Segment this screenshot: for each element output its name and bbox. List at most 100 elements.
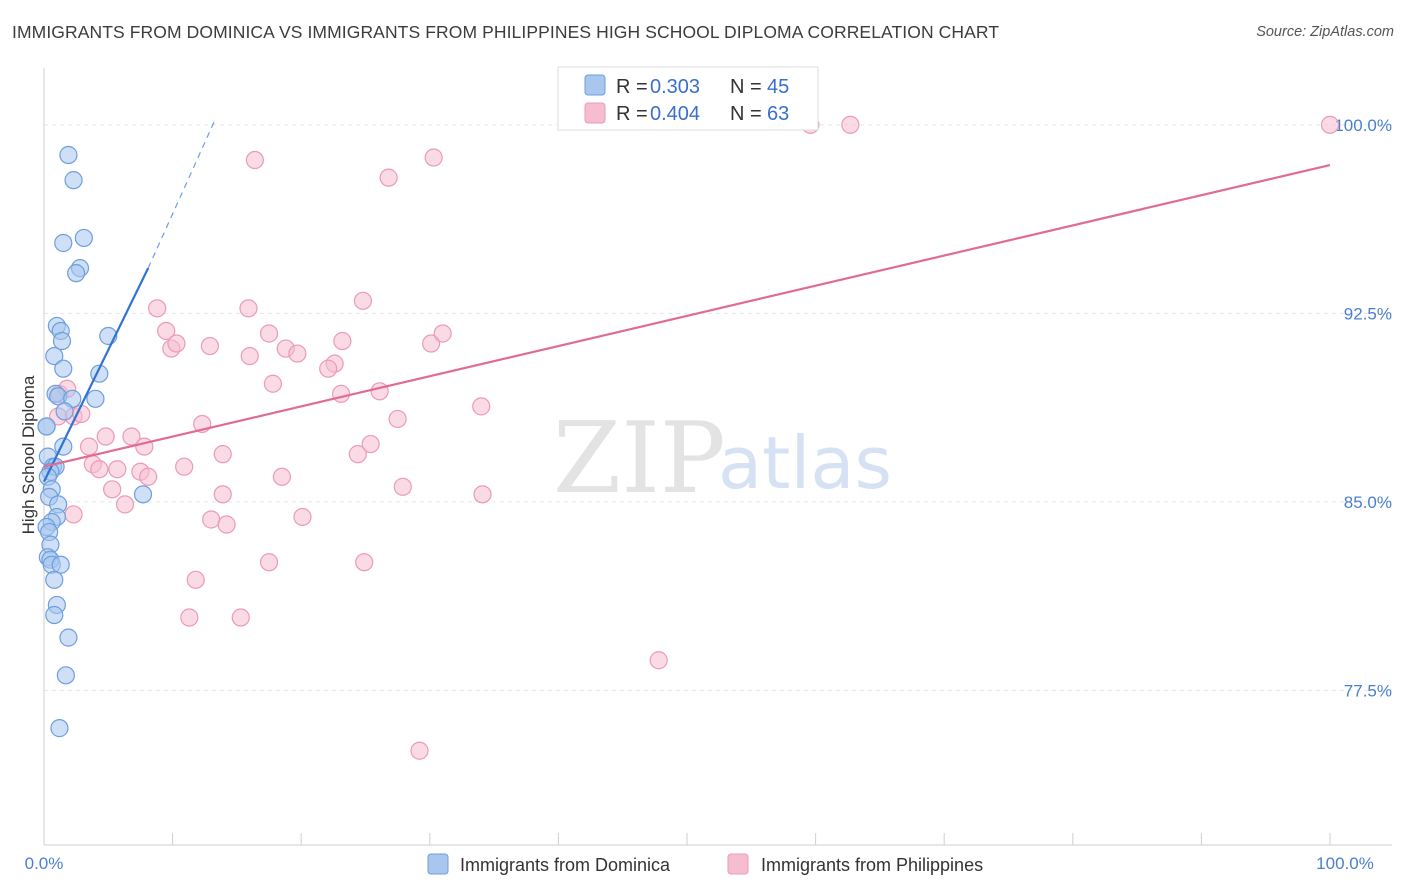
x-tick-label-max: 100.0% <box>1316 854 1374 873</box>
philippines-point-1 <box>424 148 443 167</box>
philippines-point-12 <box>200 336 219 356</box>
philippines-point-41 <box>90 460 109 479</box>
dominica-point-5 <box>67 264 86 283</box>
series-legend-swatch-philippines <box>727 853 749 875</box>
source-credit: Source: ZipAtlas.com <box>1256 24 1394 40</box>
dominica-point-11 <box>54 359 73 378</box>
philippines-point-26 <box>388 409 407 429</box>
gridlines <box>44 124 1392 691</box>
dominica-point-10 <box>45 347 64 366</box>
philippines-point-61 <box>649 651 668 670</box>
philippines-point-6 <box>353 291 373 310</box>
dominica-point-15 <box>86 389 105 408</box>
dominica-point-1 <box>64 171 83 190</box>
philippines-point-60 <box>231 608 250 627</box>
dominica-point-26 <box>133 485 153 504</box>
trend-lines <box>43 119 1331 483</box>
watermark-atlas: atlas <box>718 421 892 505</box>
philippines-point-36 <box>135 437 154 456</box>
philippines-point-13 <box>259 324 279 343</box>
series-dominica-points <box>37 145 153 738</box>
philippines-point-37 <box>361 434 380 454</box>
philippines-point-62 <box>410 741 429 760</box>
philippines-point-11 <box>167 334 186 353</box>
dominica-point-38 <box>45 570 64 589</box>
philippines-point-46 <box>272 467 292 486</box>
series-legend-label-philippines: Immigrants from Philippines <box>761 855 983 875</box>
philippines-point-44 <box>175 457 194 476</box>
stats-legend: R = 0.303 N = 45 R = 0.404 N = 63 <box>557 66 819 131</box>
dominica-point-40 <box>45 605 64 625</box>
trend-line-philippines <box>43 163 1331 468</box>
philippines-point-22 <box>263 374 283 393</box>
philippines-point-4 <box>841 115 860 134</box>
dominica-point-43 <box>50 719 69 738</box>
stats-legend-swatch-dominica <box>584 74 606 96</box>
philippines-point-57 <box>355 553 374 572</box>
philippines-point-59 <box>180 608 199 627</box>
philippines-point-5 <box>1320 115 1340 134</box>
philippines-point-23 <box>331 384 351 403</box>
philippines-point-55 <box>293 507 312 527</box>
dominica-point-17 <box>55 402 74 421</box>
dominica-point-3 <box>54 233 73 253</box>
trend-line-dominica <box>43 267 150 483</box>
stats-legend-r-label-dominica: R = <box>616 76 648 98</box>
philippines-point-15 <box>240 347 259 366</box>
philippines-point-18 <box>319 359 338 378</box>
y-tick-label-3: 100.0% <box>1334 116 1392 135</box>
stats-legend-r-philippines: 0.404 <box>650 103 700 125</box>
y-tick-label-0: 77.5% <box>1344 681 1392 700</box>
stats-legend-n-label-philippines: N = <box>730 103 762 125</box>
stats-legend-r-label-philippines: R = <box>616 103 648 125</box>
philippines-point-8 <box>239 299 258 318</box>
philippines-point-24 <box>370 382 389 401</box>
y-tick-labels: 77.5% 85.0% 92.5% 100.0% <box>1334 116 1392 701</box>
philippines-point-48 <box>103 480 122 499</box>
trend-line-dominica-extension <box>147 119 216 269</box>
philippines-point-39 <box>213 445 232 464</box>
philippines-point-2 <box>379 168 398 187</box>
series-legend-label-dominica: Immigrants from Dominica <box>460 855 671 875</box>
philippines-point-34 <box>122 427 141 446</box>
x-tick-label-min: 0.0% <box>25 854 64 873</box>
philippines-point-38 <box>348 445 367 464</box>
stats-legend-n-philippines: 63 <box>767 103 789 125</box>
philippines-point-19 <box>421 334 441 353</box>
philippines-point-20 <box>433 324 452 343</box>
dominica-point-0 <box>59 145 78 165</box>
y-axis-label: High School Diploma <box>19 375 38 534</box>
philippines-point-52 <box>115 495 135 514</box>
series-legend: Immigrants from Dominica Immigrants from… <box>427 853 983 875</box>
y-tick-label-2: 92.5% <box>1344 304 1392 323</box>
philippines-point-50 <box>473 485 492 504</box>
stats-legend-n-label-dominica: N = <box>730 76 762 98</box>
stats-legend-swatch-philippines <box>584 102 606 124</box>
philippines-point-21 <box>333 331 352 351</box>
philippines-point-35 <box>79 437 99 456</box>
stats-legend-n-dominica: 45 <box>767 76 789 98</box>
dominica-point-37 <box>51 555 70 574</box>
x-ticks <box>43 833 1331 845</box>
philippines-point-25 <box>472 397 491 416</box>
series-legend-swatch-dominica <box>427 853 449 875</box>
philippines-point-51 <box>64 505 83 524</box>
chart-title: IMMIGRANTS FROM DOMINICA VS IMMIGRANTS F… <box>12 22 1000 42</box>
stats-legend-r-dominica: 0.303 <box>650 76 700 98</box>
philippines-point-56 <box>259 553 279 572</box>
dominica-point-44 <box>37 417 56 436</box>
watermark-zip: ZIP <box>553 402 726 516</box>
philippines-point-58 <box>186 570 205 589</box>
philippines-point-47 <box>393 477 412 496</box>
dominica-point-2 <box>74 228 93 248</box>
philippines-point-0 <box>245 150 265 170</box>
series-philippines-points <box>49 115 1340 760</box>
y-tick-label-1: 85.0% <box>1344 493 1392 512</box>
philippines-point-42 <box>108 460 127 479</box>
philippines-point-53 <box>202 510 221 529</box>
dominica-point-8 <box>52 331 72 351</box>
dominica-point-41 <box>59 628 78 647</box>
philippines-point-33 <box>96 427 115 446</box>
philippines-point-16 <box>288 344 307 363</box>
